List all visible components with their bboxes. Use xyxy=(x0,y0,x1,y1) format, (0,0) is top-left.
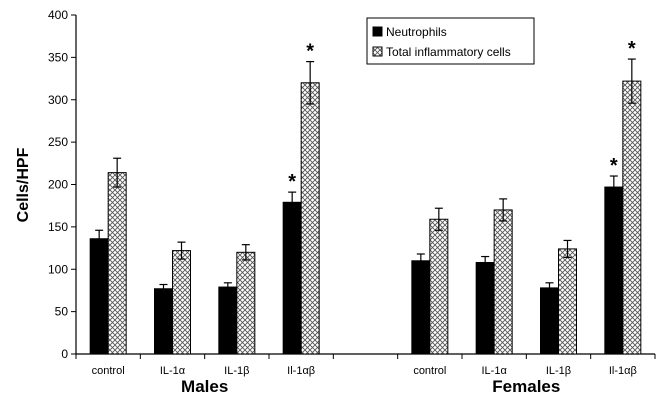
x-category-label: control xyxy=(92,365,125,377)
bar-neutrophils xyxy=(540,287,559,355)
y-tick-label: 150 xyxy=(48,220,68,234)
y-tick-label: 0 xyxy=(61,347,68,361)
x-category-label: IL-1α xyxy=(160,365,186,377)
legend-swatch-total-inflammatory-cells xyxy=(372,46,383,57)
axes: 0 50 100 150 200 250 300 350 400 xyxy=(48,8,656,361)
y-tick-label: 50 xyxy=(55,305,69,319)
bar-total-inflammatory-cells xyxy=(558,248,577,355)
x-category-label: IL-1β xyxy=(224,365,249,377)
bar-total-inflammatory-cells xyxy=(429,218,449,355)
bar-total-inflammatory-cells xyxy=(107,172,127,355)
significance-marker: * xyxy=(628,38,636,60)
bar-neutrophils xyxy=(604,186,624,355)
y-axis-title: Cells/HPF xyxy=(15,147,32,222)
x-category-label: Il-1αβ xyxy=(287,365,315,377)
bar-neutrophils xyxy=(154,288,173,355)
bar-total-inflammatory-cells xyxy=(622,80,642,355)
legend-label: Neutrophils xyxy=(386,25,447,39)
bar-neutrophils xyxy=(411,260,431,355)
bar-neutrophils xyxy=(218,286,238,355)
bar-neutrophils xyxy=(475,261,495,355)
y-tick-label: 400 xyxy=(48,8,68,22)
bar-neutrophils xyxy=(89,238,109,355)
y-tick-label: 100 xyxy=(48,262,68,276)
legend-swatch-neutrophils xyxy=(372,26,383,37)
y-tick-label: 200 xyxy=(48,178,68,192)
legend: Neutrophils Total inflammatory cells xyxy=(366,17,535,65)
x-category-label: IL-1β xyxy=(546,365,571,377)
bar-total-inflammatory-cells xyxy=(300,82,320,355)
bar-total-inflammatory-cells xyxy=(172,250,191,355)
legend-label: Total inflammatory cells xyxy=(386,45,511,59)
significance-marker: * xyxy=(288,171,296,193)
bar-total-inflammatory-cells xyxy=(236,251,256,355)
significance-marker: * xyxy=(610,155,618,177)
significance-marker: * xyxy=(306,41,314,63)
x-category-label: control xyxy=(413,365,446,377)
x-category-label: Il-1αβ xyxy=(609,365,637,377)
legend-box xyxy=(366,17,535,65)
bar-neutrophils xyxy=(282,201,302,355)
x-category-label: IL-1α xyxy=(482,365,508,377)
x-axis-labels: control IL-1α IL-1β Il-1αβ Males control IL-1α… xyxy=(92,365,637,396)
group-label-females: Females xyxy=(492,377,560,396)
y-tick-label: 300 xyxy=(48,93,68,107)
bar-total-inflammatory-cells xyxy=(493,209,513,355)
y-tick-label: 250 xyxy=(48,135,68,149)
bars: * * * * xyxy=(89,38,642,355)
group-label-males: Males xyxy=(181,377,228,396)
y-tick-label: 350 xyxy=(48,50,68,64)
